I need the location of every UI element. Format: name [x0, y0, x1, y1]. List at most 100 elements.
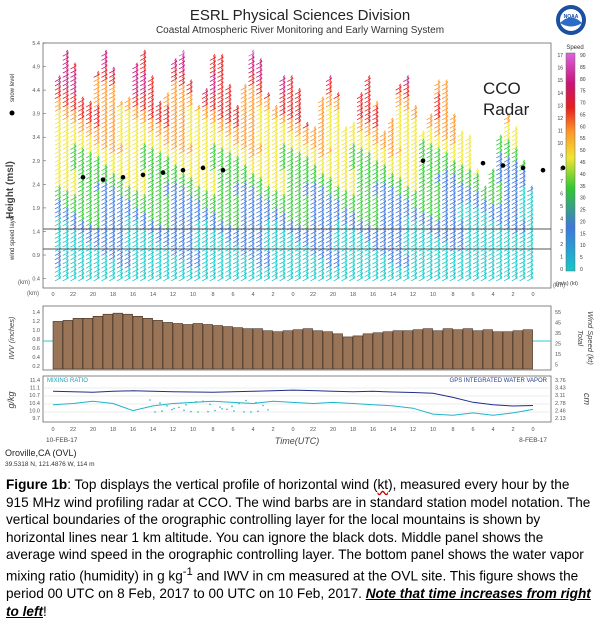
wind-barb — [410, 257, 418, 265]
wind-barb — [194, 176, 201, 184]
wind-barb — [78, 113, 85, 121]
wind-barb — [209, 109, 217, 116]
wind-barb — [395, 274, 402, 282]
wind-barb — [294, 104, 302, 112]
wind-barb — [194, 253, 201, 261]
wind-barb — [302, 185, 309, 193]
wind-barb — [263, 109, 271, 116]
wind-barb — [465, 253, 472, 261]
wind-barb — [132, 155, 139, 163]
wind-barb — [426, 164, 433, 172]
wind-barb — [194, 130, 201, 138]
wind-barb — [333, 274, 340, 282]
wind-barb — [240, 219, 247, 227]
wind-barb — [503, 172, 511, 180]
wind-barb — [449, 202, 457, 210]
wind-barb — [170, 181, 178, 188]
wind-barb — [248, 121, 255, 129]
wind-barb — [310, 159, 317, 167]
colorbar-ms-tick: 5 — [560, 204, 563, 210]
iwv-inches-tick: 0.2 — [32, 364, 40, 370]
wind-barb — [256, 257, 263, 265]
wind-barb — [441, 126, 449, 133]
wind-barb — [132, 117, 139, 125]
wind-barb — [511, 130, 518, 138]
wind-barb — [147, 100, 155, 108]
colorbar-unit-ms: (m/s) — [556, 281, 569, 287]
wind-barb — [101, 142, 108, 150]
wind-barb — [279, 274, 286, 282]
wind-barb — [441, 87, 449, 95]
wind-barb — [93, 96, 100, 104]
wind-barb — [503, 181, 511, 188]
wind-barb — [271, 274, 278, 282]
wind-barb — [132, 240, 139, 248]
wind-barb — [217, 109, 224, 116]
colorbar-ms-tick: 2 — [560, 242, 563, 248]
wind-barb — [232, 253, 240, 261]
wind-barb — [240, 176, 247, 184]
wind-barb — [186, 210, 193, 218]
wind-barb — [54, 109, 62, 116]
wind-barb — [209, 168, 217, 176]
wind-barb — [465, 215, 472, 222]
wind-barb — [410, 265, 418, 273]
wind-barb — [132, 134, 139, 142]
wind-barb — [116, 215, 124, 222]
wind-barb — [434, 206, 441, 214]
wind-barb — [511, 142, 518, 150]
snow-level-dot — [180, 167, 186, 173]
wind-barb — [279, 198, 286, 205]
wind-barb — [54, 130, 62, 138]
wind-barb — [139, 257, 147, 265]
wind-barb — [465, 198, 472, 205]
wind-barb — [480, 253, 487, 261]
wind-barb — [465, 185, 472, 193]
wind-barb — [93, 270, 100, 278]
wind-barb — [511, 232, 518, 239]
wind-barb — [62, 121, 69, 129]
wind-barb — [379, 168, 387, 176]
wind-barb — [116, 198, 124, 205]
wind-barb — [101, 189, 108, 197]
wind-barb — [325, 159, 333, 167]
wind-barb — [271, 248, 278, 256]
wind-barb — [527, 219, 534, 227]
wind-barb — [155, 198, 162, 205]
wind-barb — [333, 164, 340, 172]
wind-barb — [109, 104, 116, 112]
wind-barb — [256, 176, 263, 184]
wind-barb — [379, 138, 387, 146]
wind-barb — [85, 257, 93, 265]
wind-barb — [379, 185, 387, 193]
wind-barb — [201, 172, 209, 180]
wind-barb — [70, 121, 77, 129]
wind-barb — [395, 130, 402, 138]
wind-barb — [201, 206, 209, 214]
wind-barb — [93, 109, 100, 116]
wind-barb — [248, 138, 255, 146]
wind-barb — [318, 126, 325, 133]
wind-barb — [263, 257, 271, 265]
wind-barb — [248, 270, 255, 278]
wind-barb — [426, 151, 433, 159]
caption-note: Note that time increases from right to l… — [6, 586, 591, 619]
wind-barb — [410, 138, 418, 146]
wind-barb — [372, 210, 379, 218]
wind-barb — [465, 236, 472, 244]
wind-barb — [349, 164, 356, 172]
layer-wind-bar — [222, 326, 233, 370]
wind-barb — [93, 159, 100, 167]
wind-barb — [62, 168, 69, 176]
wind-barb — [418, 172, 426, 180]
wind-barb — [294, 109, 302, 116]
wind-barb — [403, 176, 410, 184]
wind-barb — [163, 100, 170, 108]
wind-barb — [294, 193, 302, 201]
wind-barb — [139, 155, 147, 163]
wind-barb — [178, 265, 186, 273]
wind-barb — [85, 193, 93, 201]
wind-barb — [527, 236, 534, 244]
wind-barb — [372, 274, 379, 282]
wind-barb — [480, 274, 487, 282]
